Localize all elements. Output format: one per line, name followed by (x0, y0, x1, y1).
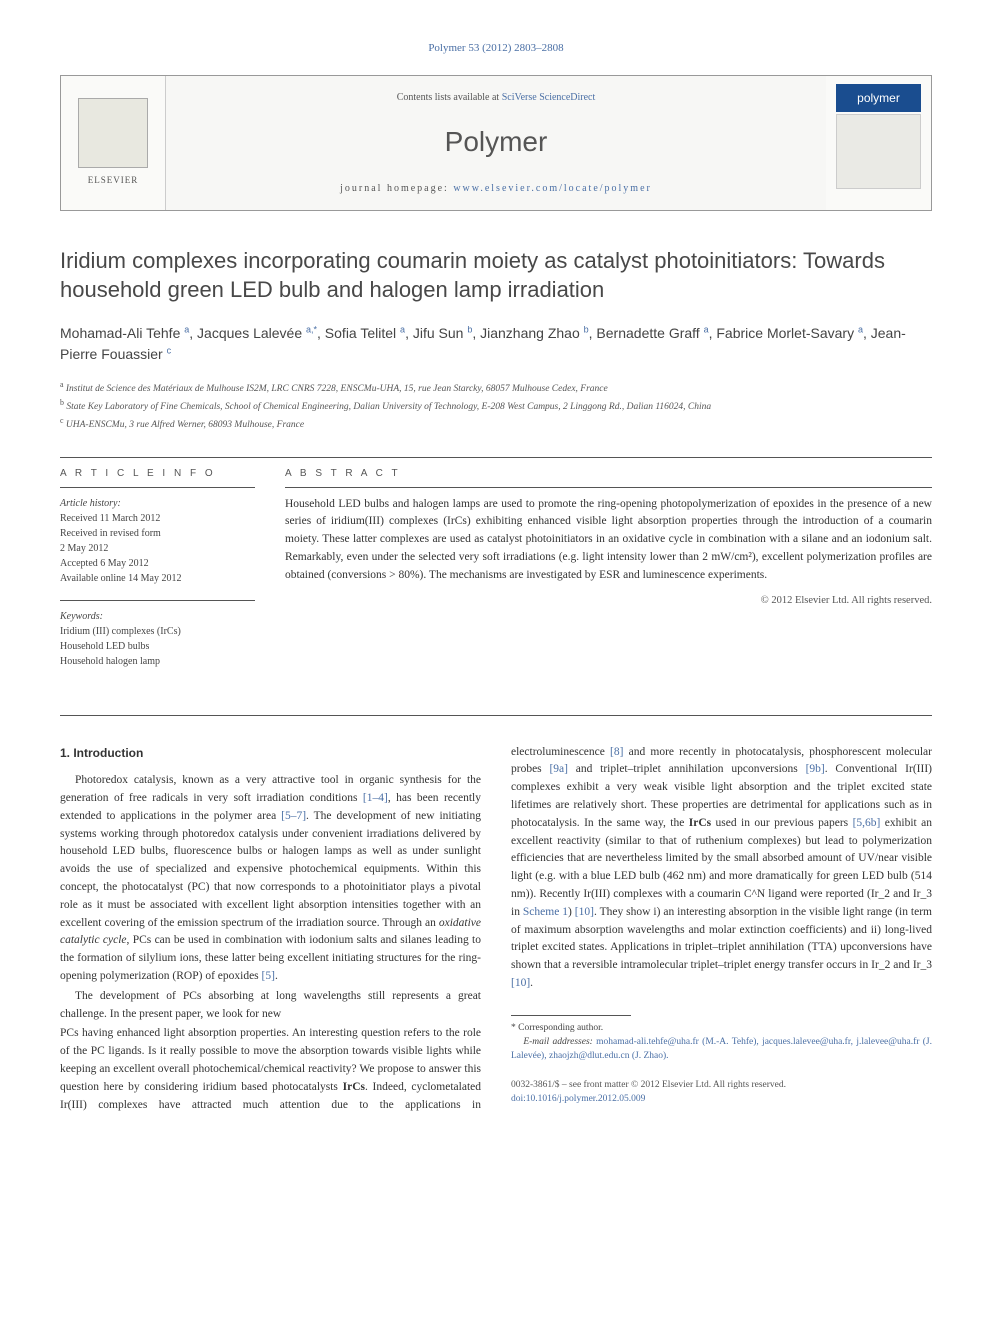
affiliation-c: c UHA-ENSCMu, 3 rue Alfred Werner, 68093… (60, 415, 932, 433)
doi-block: 0032-3861/$ – see front matter © 2012 El… (511, 1078, 932, 1107)
history-line: Accepted 6 May 2012 (60, 556, 255, 571)
keyword: Iridium (III) complexes (IrCs) (60, 624, 255, 639)
history-line: Received 11 March 2012 (60, 511, 255, 526)
author-list: Mohamad-Ali Tehfe a, Jacques Lalevée a,*… (60, 323, 932, 365)
article-history: Article history: Received 11 March 2012 … (60, 496, 255, 586)
history-line: Received in revised form (60, 526, 255, 541)
journal-name: Polymer (176, 121, 816, 163)
keyword: Household LED bulbs (60, 639, 255, 654)
info-abstract-row: A R T I C L E I N F O Article history: R… (60, 458, 932, 683)
citation-line: Polymer 53 (2012) 2803–2808 (60, 40, 932, 57)
header-center: Contents lists available at SciVerse Sci… (166, 76, 826, 210)
abstract: A B S T R A C T Household LED bulbs and … (285, 458, 932, 683)
sciencedirect-link[interactable]: SciVerse ScienceDirect (502, 92, 596, 103)
keywords: Keywords: Iridium (III) complexes (IrCs)… (60, 609, 255, 669)
affiliation-a: a Institut de Science des Matériaux de M… (60, 379, 932, 397)
body-columns: 1. Introduction Photoredox catalysis, kn… (60, 744, 932, 1115)
corresponding-author: * Corresponding author. (511, 1021, 932, 1035)
footnote-rule (511, 1015, 631, 1016)
elsevier-tree-icon (78, 98, 148, 168)
affiliation-b: b State Key Laboratory of Fine Chemicals… (60, 397, 932, 415)
history-label: Article history: (60, 496, 255, 511)
divider (60, 715, 932, 716)
homepage-link[interactable]: www.elsevier.com/locate/polymer (453, 183, 652, 194)
contents-lists-line: Contents lists available at SciVerse Sci… (176, 90, 816, 105)
journal-cover: polymer (826, 76, 931, 210)
contents-prefix: Contents lists available at (397, 92, 502, 103)
journal-homepage: journal homepage: www.elsevier.com/locat… (176, 181, 816, 196)
section-heading-intro: 1. Introduction (60, 744, 481, 763)
keywords-label: Keywords: (60, 609, 255, 624)
journal-header: ELSEVIER Contents lists available at Sci… (60, 75, 932, 211)
email-addresses: E-mail addresses: mohamad-ali.tehfe@uha.… (511, 1035, 932, 1064)
keyword: Household halogen lamp (60, 654, 255, 669)
doi-link[interactable]: doi:10.1016/j.polymer.2012.05.009 (511, 1092, 932, 1106)
history-line: 2 May 2012 (60, 541, 255, 556)
article-info-heading: A R T I C L E I N F O (60, 458, 255, 488)
front-matter-line: 0032-3861/$ – see front matter © 2012 El… (511, 1078, 932, 1092)
cover-image (836, 114, 921, 189)
abstract-copyright: © 2012 Elsevier Ltd. All rights reserved… (285, 593, 932, 609)
history-line: Available online 14 May 2012 (60, 571, 255, 586)
divider (60, 600, 255, 601)
article-info: A R T I C L E I N F O Article history: R… (60, 458, 255, 683)
publisher-name: ELSEVIER (88, 174, 139, 188)
affiliations: a Institut de Science des Matériaux de M… (60, 379, 932, 433)
emails-label: E-mail addresses: (523, 1037, 592, 1047)
article-title: Iridium complexes incorporating coumarin… (60, 246, 932, 305)
intro-para-2: The development of PCs absorbing at long… (60, 988, 481, 1024)
abstract-text: Household LED bulbs and halogen lamps ar… (285, 496, 932, 585)
publisher-logo: ELSEVIER (61, 76, 166, 210)
cover-badge: polymer (836, 84, 921, 112)
homepage-label: journal homepage: (340, 183, 453, 194)
intro-para-1: Photoredox catalysis, known as a very at… (60, 772, 481, 986)
abstract-heading: A B S T R A C T (285, 458, 932, 488)
